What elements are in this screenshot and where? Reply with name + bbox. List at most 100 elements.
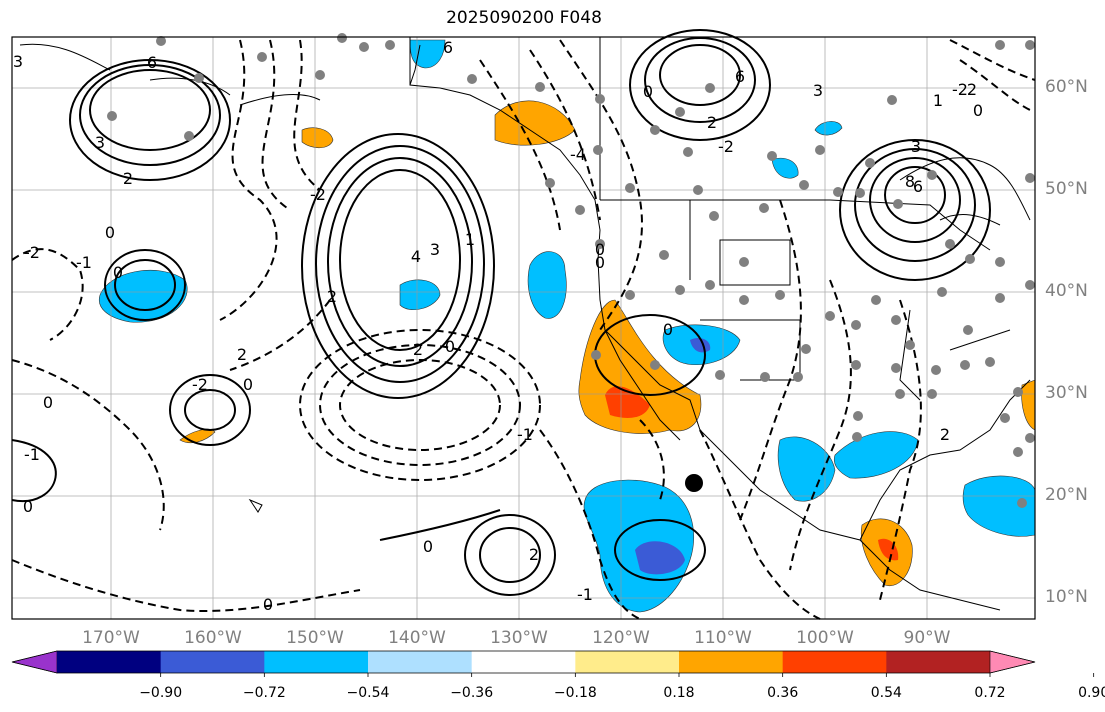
contour-label: 6 [443, 38, 453, 57]
contour-label: 0 [263, 595, 273, 614]
contour-label: 0 [595, 240, 605, 259]
lon-label: 170°W [82, 628, 140, 648]
colorbar-swatch [368, 651, 473, 673]
contour-label: -2 [310, 185, 326, 204]
marker-dot [685, 474, 703, 492]
contour-label: 0 [643, 82, 653, 101]
lon-label: 110°W [694, 628, 752, 648]
colorbar-tick-label: −0.36 [450, 685, 493, 701]
colorbar-tick-label: −0.54 [347, 685, 390, 701]
contour-label: 2 [529, 545, 539, 564]
fill-blue-canada [814, 121, 843, 136]
colorbar-tick-label: 0.36 [767, 685, 798, 701]
fill-blue-canada-2 [771, 157, 799, 179]
contour-label: 3 [430, 240, 440, 259]
contour-label: 0 [23, 497, 33, 516]
lat-label: 60°N [1045, 77, 1088, 97]
colorbar-tick-label: 0.54 [871, 685, 902, 701]
colorbar-swatch [57, 651, 162, 673]
colorbar-tick-label: −0.72 [243, 685, 286, 701]
colorbar-extend-high [989, 650, 1036, 674]
contour-label: 0 [113, 263, 123, 282]
colorbar-tick-label: −0.18 [554, 685, 597, 701]
contour-label: -2 [718, 137, 734, 156]
contour-label: 0 [445, 337, 455, 356]
station-dots [107, 33, 1035, 508]
colorbar-tick-label: −0.90 [139, 685, 182, 701]
fill-blue-pacific-west [98, 269, 188, 323]
lon-label: 100°W [796, 628, 854, 648]
contour-label: 2 [413, 340, 423, 359]
lon-label: 150°W [286, 628, 344, 648]
contour-label: 4 [411, 247, 421, 266]
contour-label: 3 [911, 137, 921, 156]
contour-label: 0 [105, 223, 115, 242]
longitude-labels: 170°W 160°W 150°W 140°W 130°W 120°W 110°W 100°W… [82, 628, 951, 648]
contour-label: -1 [577, 585, 593, 604]
colorbar-swatch [264, 651, 369, 673]
fill-blue-gulf [833, 431, 919, 479]
contour-label: 0 [595, 253, 605, 272]
lon-label: 120°W [592, 628, 650, 648]
fill-blue-caribbean [962, 475, 1036, 537]
lon-label: 140°W [388, 628, 446, 648]
lat-label: 30°N [1045, 383, 1088, 403]
colorbar-tick-label: 0.90 [1078, 685, 1105, 701]
lat-label: 20°N [1045, 485, 1088, 505]
contour-label: -2 [952, 80, 968, 99]
contour-label: 2 [123, 169, 133, 188]
contour-label: -2 [24, 243, 40, 262]
contour-label: 0 [663, 320, 673, 339]
map-title: 2025090200 F048 [446, 8, 602, 28]
contour-label: 2 [940, 425, 950, 444]
contour-label: 0 [243, 375, 253, 394]
contour-label: 2 [237, 345, 247, 364]
colorbar-extend-low [11, 650, 58, 674]
colorbar-swatch [575, 651, 680, 673]
colorbar-swatch [679, 651, 784, 673]
colorbar-tick-label: 0.18 [663, 685, 694, 701]
fill-blue-mexico [777, 436, 836, 502]
contour-label: 1 [465, 230, 475, 249]
colorbar-swatch [160, 651, 265, 673]
contour-label: 0 [43, 393, 53, 412]
contours-solid [11, 29, 991, 596]
gridlines [12, 37, 1035, 619]
contour-label: 3 [95, 133, 105, 152]
contour-label: 2 [967, 80, 977, 99]
contours-dashed [11, 39, 1036, 620]
colorbar-tick-labels: −0.90 −0.72 −0.54 −0.36 −0.18 0.18 0.36 0.54 0.7… [139, 673, 1105, 701]
map-frame [11, 36, 1036, 620]
colorbar-swatch [886, 651, 991, 673]
contour-label: 1 [933, 91, 943, 110]
contour-label: 2 [327, 287, 337, 306]
latitude-labels: 60°N 50°N 40°N 30°N 20°N 10°N [1045, 77, 1088, 607]
colorbar [11, 650, 1036, 674]
contour-label: 2 [707, 113, 717, 132]
colorbar-swatch [782, 651, 887, 673]
contour-label: 3 [813, 81, 823, 100]
contour-label: 6 [913, 177, 923, 196]
contour-label: -1 [76, 253, 92, 272]
fill-blue-offshore-ca [527, 251, 567, 319]
contour-label: 8 [905, 172, 915, 191]
lat-label: 50°N [1045, 179, 1088, 199]
fill-orange-gulf-alaska [301, 127, 334, 149]
lat-label: 10°N [1045, 587, 1088, 607]
contour-label: 0 [423, 537, 433, 556]
contour-label: 3 [13, 52, 23, 71]
fill-navy-subtropical [635, 541, 685, 575]
contour-label: -2 [192, 375, 208, 394]
contour-label: 6 [735, 67, 745, 86]
colorbar-outline [11, 650, 1036, 674]
fill-blue-mid-pacific [399, 279, 441, 310]
lon-label: 130°W [490, 628, 548, 648]
coastlines [19, 37, 1031, 611]
contour-label: -1 [517, 425, 533, 444]
fill-blue-gulf-alaska [409, 39, 446, 69]
colorbar-swatch [471, 651, 576, 673]
contour-label: 6 [147, 53, 157, 72]
